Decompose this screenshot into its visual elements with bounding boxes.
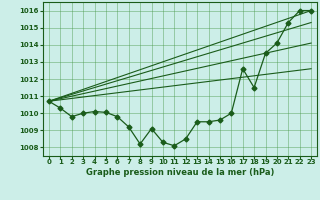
X-axis label: Graphe pression niveau de la mer (hPa): Graphe pression niveau de la mer (hPa) (86, 168, 274, 177)
